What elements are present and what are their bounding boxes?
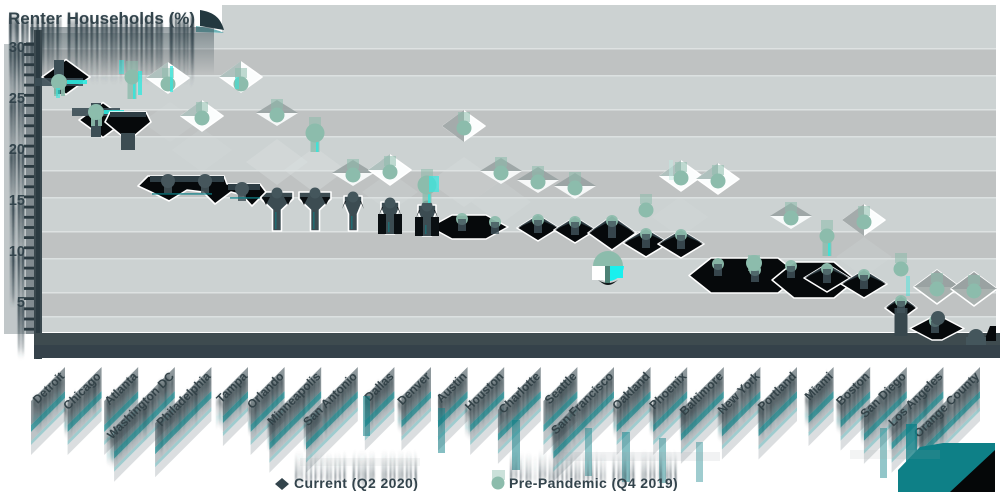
- svg-text:10: 10: [9, 276, 25, 292]
- svg-text:30: 30: [9, 64, 25, 80]
- svg-text:5: 5: [17, 299, 25, 315]
- svg-text:30: 30: [9, 56, 25, 72]
- svg-text:15: 15: [9, 193, 25, 209]
- svg-text:15: 15: [9, 209, 25, 225]
- svg-text:Pre-Pandemic (Q4 2019): Pre-Pandemic (Q4 2019): [509, 469, 678, 485]
- svg-text:30: 30: [9, 68, 25, 84]
- svg-text:10: 10: [9, 288, 25, 304]
- svg-text:15: 15: [9, 217, 25, 233]
- svg-text:20: 20: [9, 158, 25, 174]
- svg-text:30: 30: [9, 84, 25, 100]
- svg-text:Current (Q2 2020): Current (Q2 2020): [294, 469, 418, 485]
- svg-text:5: 5: [17, 311, 25, 327]
- svg-text:10: 10: [9, 272, 25, 288]
- svg-text:Renter Households (%): Renter Households (%): [8, 33, 195, 52]
- svg-text:5: 5: [17, 315, 25, 331]
- svg-text:5: 5: [17, 343, 25, 359]
- svg-text:Renter Households (%): Renter Households (%): [8, 25, 195, 44]
- svg-text:10: 10: [9, 256, 25, 272]
- svg-text:25: 25: [9, 107, 25, 123]
- svg-text:Current (Q2 2020): Current (Q2 2020): [294, 475, 418, 491]
- svg-text:10: 10: [9, 264, 25, 280]
- svg-text:15: 15: [9, 225, 25, 241]
- svg-text:5: 5: [17, 327, 25, 343]
- svg-text:10: 10: [9, 244, 25, 260]
- svg-text:5: 5: [17, 323, 25, 339]
- svg-text:15: 15: [9, 233, 25, 249]
- svg-text:Renter Households (%): Renter Households (%): [8, 41, 195, 60]
- svg-text:30: 30: [9, 76, 25, 92]
- svg-text:Current (Q2 2020): Current (Q2 2020): [294, 457, 418, 473]
- svg-text:5: 5: [17, 303, 25, 319]
- svg-text:Pre-Pandemic (Q4 2019): Pre-Pandemic (Q4 2019): [509, 451, 678, 467]
- svg-text:30: 30: [9, 48, 25, 64]
- svg-text:20: 20: [9, 162, 25, 178]
- svg-text:20: 20: [9, 178, 25, 194]
- svg-text:15: 15: [9, 197, 25, 213]
- svg-text:20: 20: [9, 154, 25, 170]
- svg-text:10: 10: [9, 292, 25, 308]
- svg-text:15: 15: [9, 237, 25, 253]
- svg-text:Current (Q2 2020): Current (Q2 2020): [294, 463, 418, 479]
- svg-text:25: 25: [9, 115, 25, 131]
- svg-text:30: 30: [9, 44, 25, 60]
- svg-text:Renter Households (%): Renter Households (%): [8, 13, 195, 32]
- svg-text:25: 25: [9, 123, 25, 139]
- svg-text:5: 5: [17, 295, 25, 311]
- svg-text:20: 20: [9, 174, 25, 190]
- svg-text:20: 20: [9, 186, 25, 202]
- svg-text:20: 20: [9, 166, 25, 182]
- svg-text:15: 15: [9, 229, 25, 245]
- svg-text:Pre-Pandemic (Q4 2019): Pre-Pandemic (Q4 2019): [509, 463, 678, 479]
- svg-text:Renter Households (%): Renter Households (%): [8, 21, 195, 40]
- svg-text:25: 25: [9, 103, 25, 119]
- svg-text:Current (Q2 2020): Current (Q2 2020): [294, 451, 418, 467]
- svg-text:5: 5: [17, 331, 25, 347]
- svg-text:25: 25: [9, 95, 25, 111]
- svg-text:30: 30: [9, 40, 25, 56]
- svg-text:5: 5: [17, 339, 25, 355]
- svg-text:20: 20: [9, 150, 25, 166]
- svg-text:25: 25: [9, 127, 25, 143]
- svg-text:Pre-Pandemic (Q4 2019): Pre-Pandemic (Q4 2019): [509, 475, 678, 491]
- svg-text:5: 5: [17, 335, 25, 351]
- svg-text:20: 20: [9, 170, 25, 186]
- svg-text:15: 15: [9, 201, 25, 217]
- svg-text:Renter Households (%): Renter Households (%): [8, 9, 195, 28]
- svg-text:5: 5: [17, 319, 25, 335]
- svg-text:25: 25: [9, 135, 25, 151]
- svg-text:20: 20: [9, 182, 25, 198]
- svg-text:15: 15: [9, 205, 25, 221]
- svg-text:30: 30: [9, 52, 25, 68]
- svg-text:25: 25: [9, 119, 25, 135]
- svg-text:30: 30: [9, 80, 25, 96]
- svg-text:10: 10: [9, 248, 25, 264]
- svg-text:30: 30: [9, 60, 25, 76]
- svg-text:25: 25: [9, 139, 25, 155]
- svg-text:5: 5: [17, 307, 25, 323]
- svg-text:25: 25: [9, 111, 25, 127]
- svg-text:10: 10: [9, 280, 25, 296]
- svg-text:15: 15: [9, 221, 25, 237]
- svg-text:15: 15: [9, 241, 25, 257]
- svg-text:Pre-Pandemic (Q4 2019): Pre-Pandemic (Q4 2019): [509, 457, 678, 473]
- svg-text:20: 20: [9, 142, 25, 158]
- svg-text:25: 25: [9, 99, 25, 115]
- svg-text:10: 10: [9, 252, 25, 268]
- svg-text:30: 30: [9, 72, 25, 88]
- svg-text:25: 25: [9, 91, 25, 107]
- svg-text:30: 30: [9, 88, 25, 104]
- svg-text:20: 20: [9, 146, 25, 162]
- svg-text:15: 15: [9, 213, 25, 229]
- svg-text:10: 10: [9, 284, 25, 300]
- svg-text:Renter Households (%): Renter Households (%): [8, 45, 195, 64]
- svg-text:25: 25: [9, 131, 25, 147]
- svg-text:Renter Households (%): Renter Households (%): [8, 37, 195, 56]
- svg-text:10: 10: [9, 260, 25, 276]
- svg-text:Renter Households (%): Renter Households (%): [8, 17, 195, 36]
- svg-text:Renter Households (%): Renter Households (%): [8, 29, 195, 48]
- svg-text:10: 10: [9, 268, 25, 284]
- svg-text:20: 20: [9, 190, 25, 206]
